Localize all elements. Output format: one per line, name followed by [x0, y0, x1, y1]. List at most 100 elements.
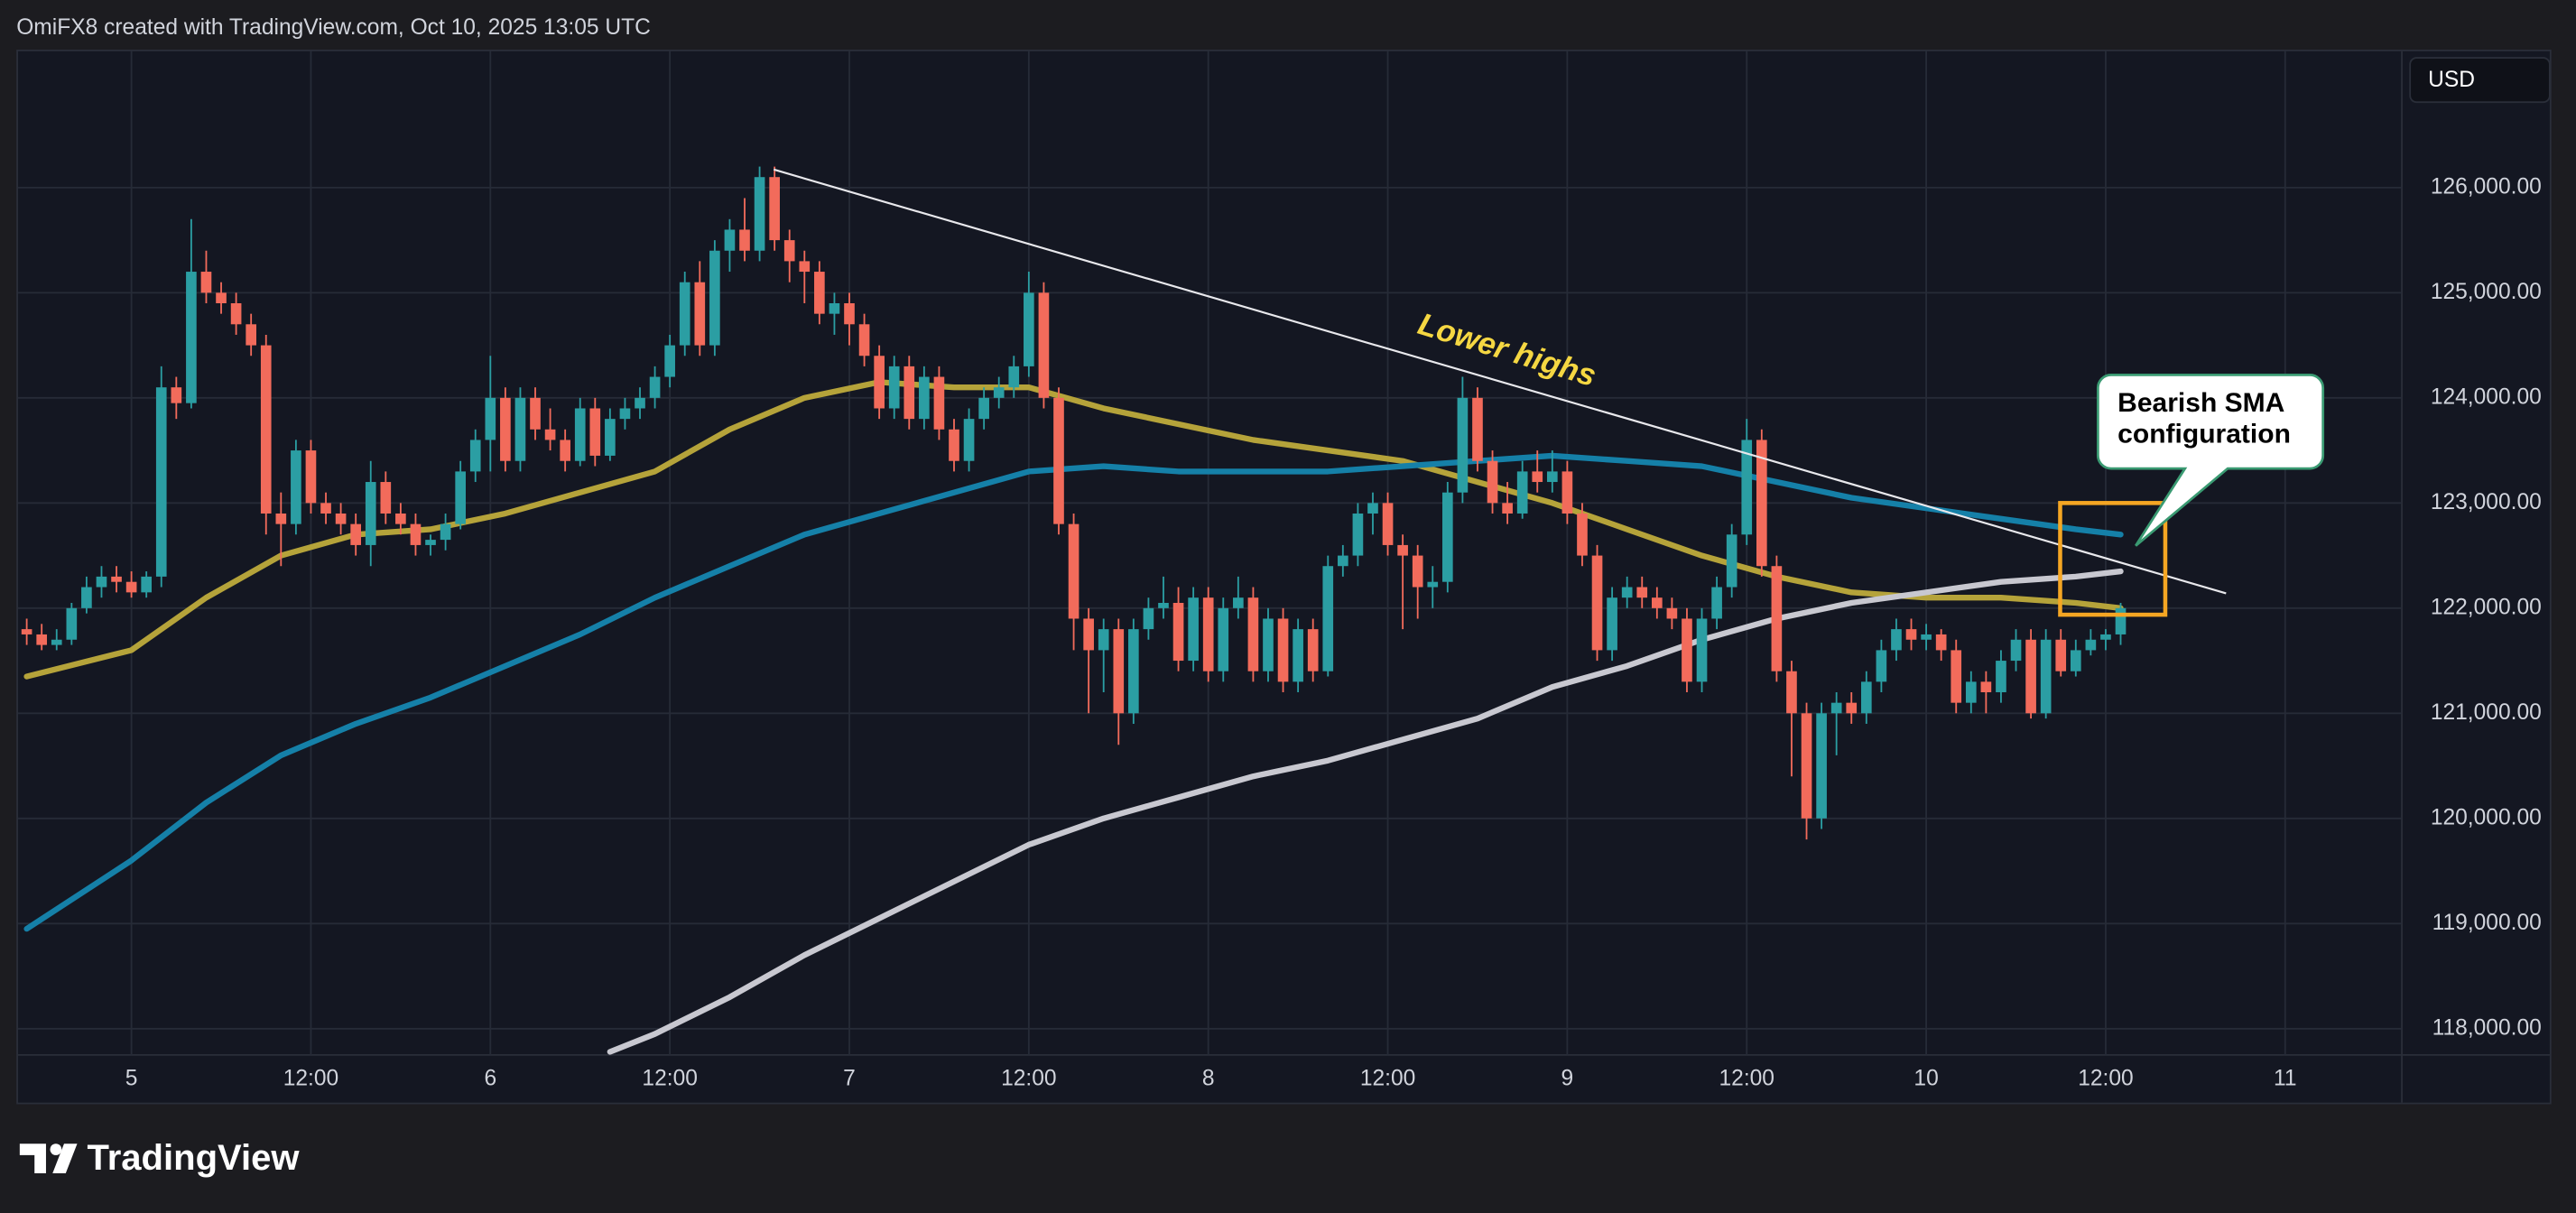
candle-body — [469, 440, 481, 472]
candle-body — [2010, 639, 2022, 662]
candle-body — [739, 229, 750, 251]
y-tick-label: 126,000.00 — [2431, 174, 2542, 199]
candle-body — [1771, 566, 1783, 671]
candle-body — [246, 324, 257, 346]
candle-body — [81, 587, 92, 608]
candle-body — [1233, 597, 1244, 608]
candle-body — [1277, 618, 1289, 682]
candle-body — [1621, 587, 1633, 598]
currency-box[interactable] — [2409, 57, 2551, 104]
candle-body — [1860, 681, 1872, 714]
candle-body — [260, 345, 272, 514]
candle-body — [679, 282, 690, 346]
candle-body — [500, 397, 511, 461]
candle-body — [1427, 581, 1439, 588]
candle-body — [754, 177, 765, 251]
candle-body — [1352, 513, 1364, 556]
candle-body — [1442, 492, 1453, 582]
candle-body — [949, 429, 959, 461]
candle-body — [1263, 618, 1274, 671]
candle-body — [589, 408, 601, 456]
candle-body — [365, 482, 376, 545]
candle-body — [1666, 607, 1678, 619]
highlight-box — [2058, 501, 2168, 617]
candle-body — [1247, 597, 1259, 671]
candle-body — [1607, 597, 1617, 651]
trendline — [773, 168, 2227, 595]
candle-body — [649, 376, 661, 398]
candle-body — [1367, 503, 1378, 514]
candle-body — [200, 272, 212, 293]
candle-body — [1965, 681, 1977, 703]
moving-averages — [23, 379, 2124, 1055]
candle-body — [425, 540, 436, 545]
candle-body — [1741, 440, 1753, 535]
candle-body — [888, 366, 900, 409]
candle-body — [1397, 544, 1408, 556]
y-tick-label: 119,000.00 — [2432, 911, 2542, 935]
candle-body — [769, 177, 780, 241]
candle-body — [1158, 602, 1169, 608]
x-tick-label: 12:00 — [1360, 1067, 1415, 1091]
candle-body — [544, 429, 556, 440]
candle-body — [1561, 471, 1573, 514]
logo — [19, 1144, 78, 1173]
candle-body — [1516, 471, 1528, 514]
candle-body — [21, 629, 32, 634]
candle-body — [1068, 523, 1080, 619]
x-tick-label: 12:00 — [283, 1067, 338, 1091]
x-tick-label: 12:00 — [1001, 1067, 1056, 1091]
candle-body — [350, 523, 361, 545]
candle-body — [858, 324, 870, 356]
candle-body — [1188, 597, 1199, 662]
currency: USD — [2428, 68, 2475, 92]
candle-body — [395, 513, 406, 524]
candles — [21, 166, 2127, 840]
candle-body — [1338, 555, 1348, 567]
x-tick-label: 6 — [484, 1067, 496, 1091]
candle-body — [1786, 671, 1797, 714]
y-tick-label: 120,000.00 — [2431, 805, 2542, 829]
candle-body — [1980, 681, 1992, 693]
candle-body — [1951, 650, 1962, 703]
x-tick-label: 8 — [1202, 1067, 1215, 1091]
candle-body — [619, 408, 631, 420]
candle-body — [1696, 618, 1708, 682]
candle-body — [605, 419, 616, 456]
candle-body — [1726, 534, 1737, 588]
candle-body — [1083, 618, 1094, 651]
candle-body — [125, 581, 137, 593]
candle-body — [1636, 587, 1648, 598]
candle-body — [1098, 629, 1109, 651]
candle-body — [1024, 292, 1034, 366]
candle-body — [111, 576, 122, 582]
candle-body — [66, 607, 78, 640]
candle-body — [560, 440, 570, 461]
candle-body — [485, 397, 496, 440]
candle-body — [2070, 650, 2081, 671]
candle-body — [305, 450, 317, 504]
y-tick-label: 121,000.00 — [2431, 700, 2542, 725]
header: OmiFX8 created with TradingView.com, Oct… — [16, 15, 651, 40]
candle-body — [230, 302, 242, 325]
x-tick-label: 12:00 — [1719, 1067, 1774, 1091]
candle-body — [1128, 629, 1139, 714]
candle-body — [1457, 397, 1469, 493]
candle-body — [1996, 661, 2006, 693]
candle-body — [664, 345, 675, 377]
candle-body — [1905, 629, 1917, 640]
candle-body — [1472, 397, 1483, 461]
callout-bubble — [2096, 373, 2325, 547]
candle-body — [1921, 634, 1932, 640]
candle-body — [874, 356, 885, 409]
candle-body — [1412, 555, 1423, 588]
candle-body — [2100, 634, 2111, 640]
candle-body — [155, 387, 167, 577]
candle-body — [2040, 639, 2052, 714]
candle-body — [2055, 639, 2067, 671]
candle-body — [216, 292, 227, 303]
y-tick-label: 123,000.00 — [2431, 490, 2542, 514]
candle-body — [799, 261, 811, 273]
candle-body — [1756, 440, 1767, 567]
